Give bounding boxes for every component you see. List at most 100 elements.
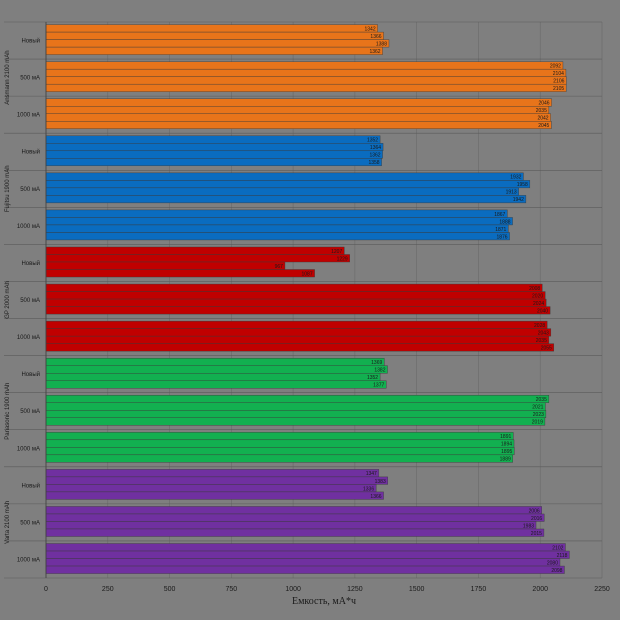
x-tick-label: 1250 <box>347 586 363 593</box>
x-tick-label: 250 <box>102 586 114 593</box>
bar-value-label: 2019 <box>532 420 543 426</box>
bar <box>45 39 390 48</box>
bar <box>45 209 508 218</box>
bar <box>45 232 510 241</box>
bar-value-label: 1891 <box>500 434 511 440</box>
bar <box>45 172 524 181</box>
bar <box>45 113 551 122</box>
bar <box>45 283 543 292</box>
bar <box>45 98 552 107</box>
x-tick-label: 2000 <box>532 586 548 593</box>
bar <box>45 565 565 574</box>
bar-value-label: 2040 <box>537 308 548 314</box>
bar <box>45 24 378 33</box>
x-axis-ticks: 0 250 500 750 1000 1250 1500 1750 2000 2250 <box>44 586 610 593</box>
bar-value-label: 2016 <box>531 516 542 522</box>
x-tick-label: 0 <box>44 586 48 593</box>
bar-value-label: 1347 <box>366 471 377 477</box>
data-labels: 1342136613881362209221042106210520462035… <box>275 26 568 573</box>
bar <box>45 46 383 55</box>
bar-value-label: 1352 <box>367 375 378 381</box>
bar <box>45 543 566 552</box>
bar-value-label: 1871 <box>495 227 506 233</box>
bar-value-label: 1358 <box>368 160 379 166</box>
bar <box>45 121 552 129</box>
bar <box>45 484 377 493</box>
category-label: Новый <box>21 38 40 45</box>
bar-value-label: 1888 <box>499 219 510 225</box>
bars <box>45 24 570 574</box>
bar <box>45 31 384 40</box>
bar <box>45 454 513 463</box>
bar <box>45 195 527 204</box>
bar-value-label: 1362 <box>369 153 380 159</box>
bar-value-label: 1867 <box>494 212 505 218</box>
bar <box>45 550 570 559</box>
bar <box>45 143 384 152</box>
bar <box>45 187 519 196</box>
bar-value-label: 1366 <box>370 494 381 500</box>
bar-value-label: 1336 <box>363 486 374 492</box>
bar <box>45 254 350 263</box>
x-tick-label: 750 <box>225 586 237 593</box>
bar-value-label: 2098 <box>551 568 562 574</box>
bar-value-label: 1382 <box>374 368 385 374</box>
bar <box>45 224 509 233</box>
bar <box>45 217 513 226</box>
bar-value-label: 2020 <box>532 293 543 299</box>
category-label: 1000 мА <box>17 113 40 119</box>
bar-value-label: 1913 <box>506 190 517 196</box>
bar-value-label: 1895 <box>501 449 512 455</box>
bar <box>45 135 381 144</box>
bar-value-label: 1876 <box>496 234 507 240</box>
bar <box>45 61 564 70</box>
bar <box>45 395 550 403</box>
category-label: Новый <box>21 260 40 267</box>
bar-value-label: 2045 <box>538 123 549 129</box>
category-labels: Новый 500 мА 1000 мА Новый 500 мА 1000 мА Новы… <box>17 38 40 564</box>
bar <box>45 76 567 85</box>
bar <box>45 335 550 344</box>
bar-value-label: 2021 <box>532 405 543 411</box>
bar <box>45 298 547 307</box>
category-label: 500 мА <box>20 298 40 304</box>
bar <box>45 513 545 522</box>
bar <box>45 410 547 418</box>
bar-value-label: 2118 <box>557 553 568 559</box>
bar-value-label: 1352 <box>367 138 378 144</box>
bar-value-label: 1942 <box>513 197 524 203</box>
category-label: Новый <box>21 371 40 378</box>
bar <box>45 246 345 255</box>
group-label: GP 2000 mAh <box>5 281 11 319</box>
x-tick-label: 500 <box>164 586 176 593</box>
bar-value-label: 2080 <box>547 560 558 566</box>
bar-value-label: 1342 <box>364 26 375 32</box>
bar-value-label: 1932 <box>510 175 521 181</box>
bar-value-label: 1362 <box>369 49 380 55</box>
x-tick-label: 2250 <box>594 586 610 593</box>
x-tick-label: 1000 <box>285 586 301 593</box>
bar <box>45 269 315 278</box>
bar-value-label: 1207 <box>331 249 342 255</box>
bar-value-label: 2104 <box>553 71 564 77</box>
group-labels: Ansmann 2100 mAh Fujitsu 1900 mAh GP 2000 … <box>5 50 11 543</box>
bar-value-label: 1369 <box>371 360 382 366</box>
category-label: 1000 мА <box>17 557 40 563</box>
bar-value-label: 1383 <box>375 479 386 485</box>
bar <box>45 365 388 374</box>
bar-value-label: 2035 <box>536 397 547 403</box>
bar <box>45 558 561 567</box>
bar-value-label: 2023 <box>533 412 544 418</box>
bar-value-label: 1087 <box>301 271 312 277</box>
bar <box>45 402 546 411</box>
bar <box>45 106 550 114</box>
bar <box>45 432 514 441</box>
category-label: 500 мА <box>20 520 40 526</box>
group-label: Varta 2100 mAh <box>5 501 11 544</box>
bar-value-label: 2028 <box>534 323 545 329</box>
group-label: Fujitsu 1900 mAh <box>5 165 11 212</box>
category-label: 1000 мА <box>17 224 40 230</box>
bar <box>45 343 555 352</box>
category-label: 500 мА <box>20 187 40 193</box>
